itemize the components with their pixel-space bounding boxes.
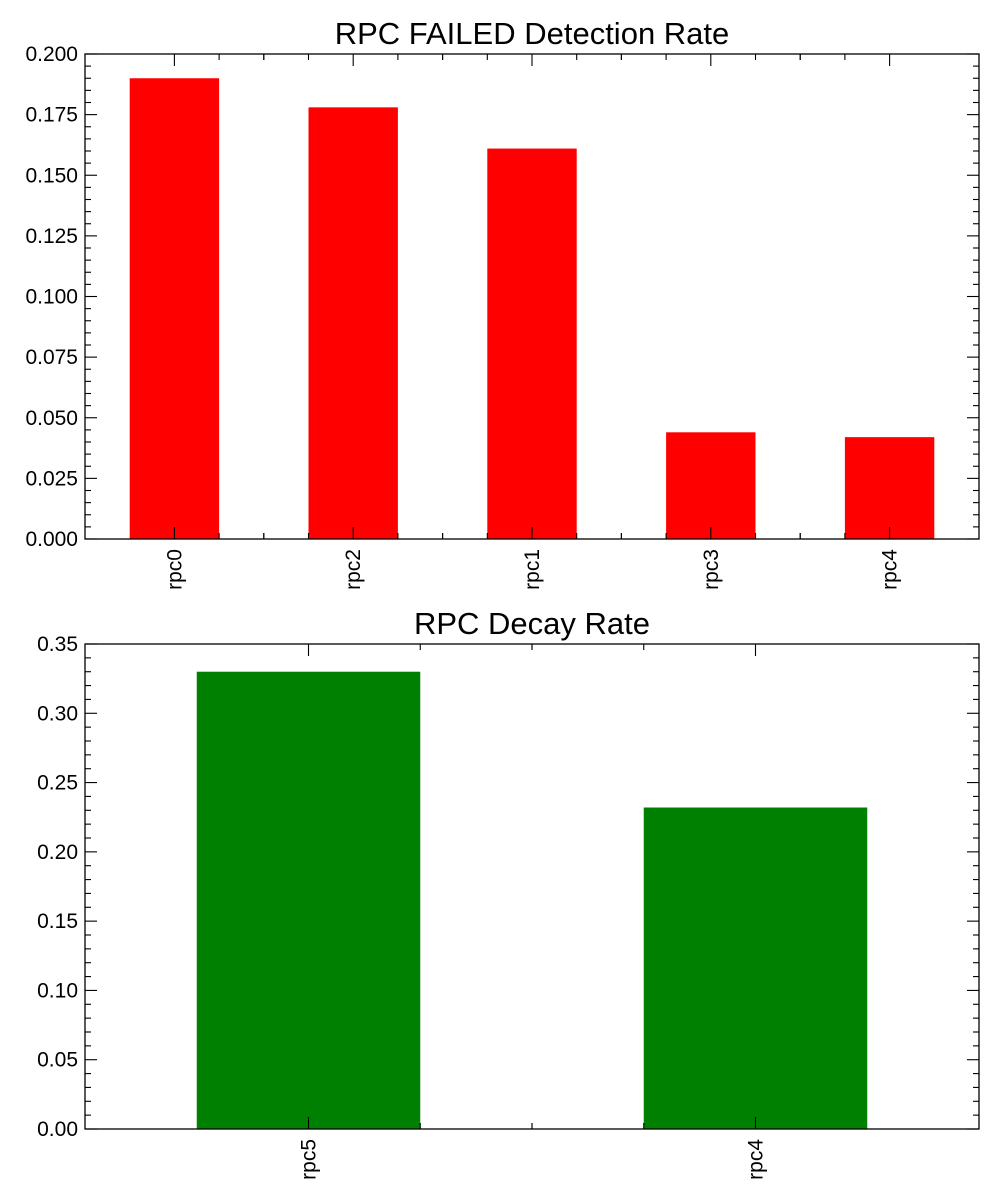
x-tick-label: rpc4 xyxy=(745,1139,768,1180)
bar-rpc1 xyxy=(487,148,577,539)
bar-rpc4 xyxy=(844,437,935,539)
y-tick-label: 0.35 xyxy=(37,633,78,656)
x-tick-label: rpc4 xyxy=(879,549,902,590)
y-tick-label: 0.00 xyxy=(37,1118,78,1141)
y-tick-label: 0.15 xyxy=(37,910,78,933)
y-tick-label: 0.25 xyxy=(37,772,78,795)
decay-rate-chart: RPC Decay Rate 0.00 0.05 0.10 0.15 0.20 0.25 0… xyxy=(37,606,980,1180)
y-tick-label: 0.30 xyxy=(37,702,78,725)
y-tick-label: 0.000 xyxy=(25,528,78,551)
bar-rpc4 xyxy=(643,807,868,1129)
bar-rpc0 xyxy=(129,78,220,539)
x-tick-label: rpc1 xyxy=(521,549,544,590)
y-tick-label: 0.200 xyxy=(25,43,78,66)
bar-rpc3 xyxy=(666,432,756,539)
bar-rpc2 xyxy=(308,107,398,539)
y-tick-label: 0.100 xyxy=(25,286,78,309)
y-tick-label: 0.125 xyxy=(25,225,78,248)
bar-rpc5 xyxy=(196,671,421,1129)
chart-title: RPC Decay Rate xyxy=(414,606,650,641)
y-tick-label: 0.150 xyxy=(25,164,78,187)
y-tick-label: 0.20 xyxy=(37,841,78,864)
y-tick-label: 0.175 xyxy=(25,104,78,127)
y-tick-label: 0.05 xyxy=(37,1049,78,1072)
y-tick-label: 0.10 xyxy=(37,979,78,1002)
x-tick-label: rpc5 xyxy=(298,1139,321,1180)
failed-detection-rate-chart: RPC FAILED Detection Rate 0.000 0.025 0.05… xyxy=(25,16,980,590)
x-tick-label: rpc0 xyxy=(163,549,186,590)
y-tick-label: 0.075 xyxy=(25,346,78,369)
chart-title: RPC FAILED Detection Rate xyxy=(335,16,730,51)
y-tick-label: 0.025 xyxy=(25,467,78,490)
y-tick-label: 0.050 xyxy=(25,407,78,430)
x-tick-label: rpc2 xyxy=(342,549,365,590)
x-tick-label: rpc3 xyxy=(700,549,723,590)
